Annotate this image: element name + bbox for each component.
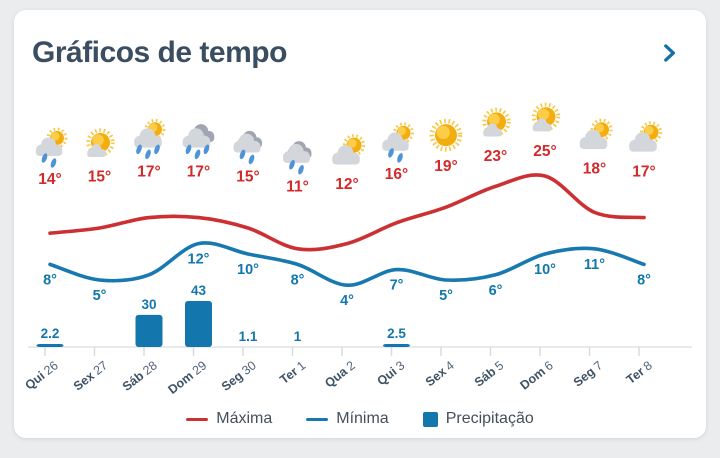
- precip-value-label: 1.1: [239, 329, 258, 344]
- legend-label: Mínima: [336, 410, 389, 427]
- day-label: Sáb28: [120, 358, 160, 394]
- weather-icon-mostly-sunny: [86, 128, 115, 158]
- max-temperature-line: [48, 173, 646, 252]
- min-temp-label: 10°: [534, 262, 556, 278]
- legend-label: Precipitação: [445, 410, 534, 427]
- weather-chart: 2.2 30 43 1.1 1 2.5 8° 5° 12° 10° 8° 4° 7° 5° 6° 10° 11°…: [14, 96, 706, 408]
- day-label: Sáb5: [472, 358, 507, 389]
- max-temp-label: 17°: [632, 163, 655, 180]
- min-temp-label: 6°: [489, 283, 503, 299]
- day-label: Sex4: [423, 358, 457, 389]
- min-temp-label: 7°: [390, 278, 404, 294]
- weather-graph-card: Gráficos de tempo 2.2 30 43 1.1 1 2.5 8° 5° 12° 1…: [14, 10, 706, 438]
- chevron-right-button[interactable]: [652, 36, 686, 70]
- weather-icon-mostly-sunny: [482, 107, 511, 137]
- legend-item-maxima[interactable]: Máxima: [186, 410, 272, 428]
- legend-item-precipitacao[interactable]: Precipitação: [422, 410, 534, 428]
- max-temp-label: 12°: [335, 176, 358, 193]
- legend-label: Máxima: [216, 410, 273, 427]
- weather-icon-sun-cloud-rain: [35, 127, 68, 168]
- weather-icon-sun-cloud-rain: [382, 122, 414, 163]
- precip-value-label: 2.2: [41, 326, 60, 341]
- weather-icon-sun-cloud: [579, 118, 613, 150]
- precip-value-label: 2.5: [387, 326, 406, 341]
- min-temp-label: 11°: [584, 257, 605, 273]
- max-temp-label: 19°: [434, 158, 457, 175]
- min-temp-label: 8°: [637, 272, 651, 288]
- precip-bar: [383, 344, 410, 347]
- min-temp-label: 10°: [237, 262, 259, 278]
- day-label: Sex27: [71, 358, 111, 393]
- legend-item-minima[interactable]: Mínima: [306, 410, 389, 428]
- min-temp-label: 8°: [291, 272, 305, 288]
- weather-icon-cloud-rain: [283, 141, 312, 175]
- max-temp-label: 23°: [484, 148, 507, 165]
- max-temp-label: 15°: [88, 169, 111, 186]
- weather-icon-cloud-rain-heavy: [182, 124, 215, 160]
- precip-bar: [185, 301, 212, 347]
- min-temp-label: 5°: [439, 288, 453, 304]
- precip-value-label: 30: [141, 297, 156, 312]
- day-label: Ter8: [624, 358, 655, 387]
- day-label: Qua2: [322, 358, 358, 390]
- min-line-swatch: [306, 417, 329, 421]
- day-label: Dom29: [166, 358, 210, 397]
- weather-icon-cloud-rain: [233, 130, 262, 165]
- chart-legend: Máxima Mínima Precipitação: [14, 410, 706, 428]
- max-temp-label: 17°: [137, 163, 160, 180]
- weather-icon-sunny: [429, 118, 463, 152]
- weather-icon-sun-cloud-rain-heavy: [134, 118, 166, 160]
- day-label: Qui3: [374, 358, 407, 388]
- precip-bar: [135, 314, 163, 347]
- precip-swatch: [422, 411, 438, 427]
- min-temp-label: 8°: [43, 272, 57, 288]
- weather-icon-sun-cloud: [332, 134, 366, 165]
- day-label: Ter1: [277, 358, 308, 387]
- min-temp-label: 4°: [340, 293, 354, 309]
- min-temp-label: 5°: [93, 288, 107, 304]
- day-label: Qui26: [22, 358, 60, 392]
- weather-icon-mostly-sunny: [531, 102, 561, 132]
- weather-icon-sun-cloud: [629, 121, 663, 152]
- max-temp-label: 18°: [583, 161, 606, 178]
- weather-chart-svg: 2.2 30 43 1.1 1 2.5 8° 5° 12° 10° 8° 4° 7° 5° 6° 10° 11°…: [22, 102, 692, 397]
- precip-value-label: 1: [294, 329, 302, 344]
- max-temp-label: 15°: [236, 169, 259, 186]
- page-title: Gráficos de tempo: [32, 36, 287, 69]
- min-temperature-line: [48, 241, 646, 288]
- max-temp-label: 14°: [38, 171, 61, 188]
- precip-value-label: 43: [191, 283, 207, 298]
- min-temp-label: 12°: [188, 252, 210, 268]
- card-header: Gráficos de tempo: [32, 36, 686, 70]
- max-temp-label: 17°: [187, 163, 210, 180]
- max-temp-label: 16°: [385, 166, 408, 183]
- day-label: Seg7: [571, 358, 606, 389]
- max-temp-label: 25°: [533, 143, 556, 160]
- day-label: Seg30: [219, 358, 259, 394]
- precip-bar: [36, 344, 64, 347]
- max-line-swatch: [186, 417, 209, 421]
- day-label: Dom6: [517, 358, 555, 392]
- max-temp-label: 11°: [286, 179, 309, 196]
- chevron-right-icon: [664, 44, 675, 62]
